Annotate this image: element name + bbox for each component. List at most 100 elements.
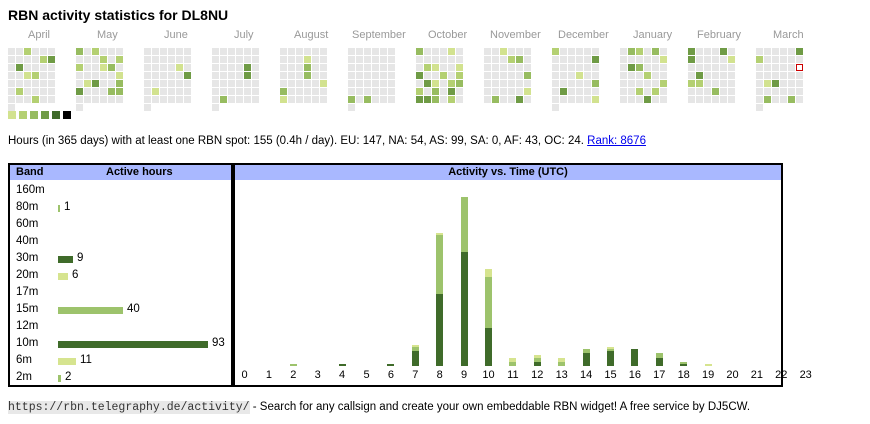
day-cell — [440, 88, 447, 95]
day-cell — [160, 88, 167, 95]
day-cell — [304, 96, 311, 103]
day-cell — [500, 56, 507, 63]
hours-column-header: Active hours — [106, 166, 173, 178]
day-cell — [728, 56, 735, 63]
day-cell — [304, 64, 311, 71]
day-cell — [372, 72, 379, 79]
day-cell — [584, 48, 591, 55]
day-cell — [552, 72, 559, 79]
hour-tick-label: 10 — [482, 369, 495, 381]
hour-bar-mid — [485, 277, 492, 328]
day-cell — [796, 72, 803, 79]
day-cell — [76, 80, 83, 87]
day-cell — [168, 56, 175, 63]
day-cell — [220, 56, 227, 63]
day-cell — [696, 56, 703, 63]
month-label: April — [28, 29, 51, 41]
footer-text: - Search for any callsign and create you… — [252, 401, 751, 413]
day-cell — [228, 64, 235, 71]
day-cell — [144, 96, 151, 103]
day-cell — [252, 48, 259, 55]
day-cell — [516, 64, 523, 71]
day-cell — [780, 48, 787, 55]
day-cell — [380, 80, 387, 87]
day-cell — [576, 72, 583, 79]
day-cell — [348, 88, 355, 95]
day-cell — [448, 88, 455, 95]
day-cell — [168, 96, 175, 103]
day-cell — [160, 80, 167, 87]
day-cell — [236, 64, 243, 71]
day-cell — [296, 56, 303, 63]
legend-swatch — [41, 111, 49, 119]
day-cell — [24, 56, 31, 63]
hour-tick-label: 20 — [726, 369, 739, 381]
day-cell — [636, 88, 643, 95]
day-cell — [212, 104, 219, 111]
day-cell — [584, 72, 591, 79]
day-cell — [8, 64, 15, 71]
day-cell — [620, 80, 627, 87]
day-cell — [356, 56, 363, 63]
day-cell — [356, 88, 363, 95]
band-hours-count: 9 — [77, 252, 84, 264]
day-cell — [796, 56, 803, 63]
day-cell — [160, 48, 167, 55]
day-cell — [524, 56, 531, 63]
day-cell — [432, 96, 439, 103]
hour-bar-dark — [533, 361, 541, 366]
day-cell — [144, 56, 151, 63]
day-cell — [100, 96, 107, 103]
day-cell — [728, 64, 735, 71]
day-cell — [516, 48, 523, 55]
day-cell — [492, 56, 499, 63]
day-cell — [84, 88, 91, 95]
day-cell — [764, 80, 771, 87]
day-cell — [456, 80, 463, 87]
day-cell — [516, 72, 523, 79]
day-cell — [184, 96, 191, 103]
day-cell — [508, 56, 515, 63]
day-cell — [652, 80, 659, 87]
rank-link[interactable]: Rank: 8676 — [587, 135, 646, 147]
day-cell — [184, 48, 191, 55]
day-cell — [416, 48, 423, 55]
hour-tick-label: 21 — [750, 369, 764, 381]
day-cell — [8, 72, 15, 79]
day-cell — [416, 64, 423, 71]
day-cell — [448, 72, 455, 79]
month-label: December — [558, 29, 609, 41]
day-cell — [560, 96, 567, 103]
day-cell — [388, 88, 395, 95]
day-cell — [48, 88, 55, 95]
day-cell — [712, 96, 719, 103]
day-cell — [448, 80, 455, 87]
day-cell — [720, 96, 727, 103]
band-hours-bar — [58, 341, 208, 348]
band-label: 160m — [16, 184, 45, 196]
day-cell — [84, 56, 91, 63]
month-label: May — [97, 29, 118, 41]
month-label: March — [773, 29, 804, 41]
day-cell — [552, 64, 559, 71]
day-cell — [636, 56, 643, 63]
day-cell — [728, 88, 735, 95]
day-cell — [212, 88, 219, 95]
day-cell — [32, 80, 39, 87]
hour-bar-dark — [607, 351, 614, 366]
day-cell — [500, 64, 507, 71]
day-cell — [32, 56, 39, 63]
day-cell — [696, 80, 703, 87]
day-cell — [320, 48, 327, 55]
day-cell — [492, 64, 499, 71]
day-cell — [364, 88, 371, 95]
band-label: 80m — [16, 201, 39, 213]
hour-bar-dark — [655, 357, 663, 366]
footer-url[interactable]: https://rbn.telegraphy.de/activity/ — [8, 401, 250, 414]
day-cell — [212, 48, 219, 55]
day-cell — [628, 80, 635, 87]
chart-title: Activity vs. Time (UTC) — [448, 166, 568, 178]
band-label: 10m — [16, 337, 39, 349]
day-cell — [660, 88, 667, 95]
day-cell — [236, 72, 243, 79]
